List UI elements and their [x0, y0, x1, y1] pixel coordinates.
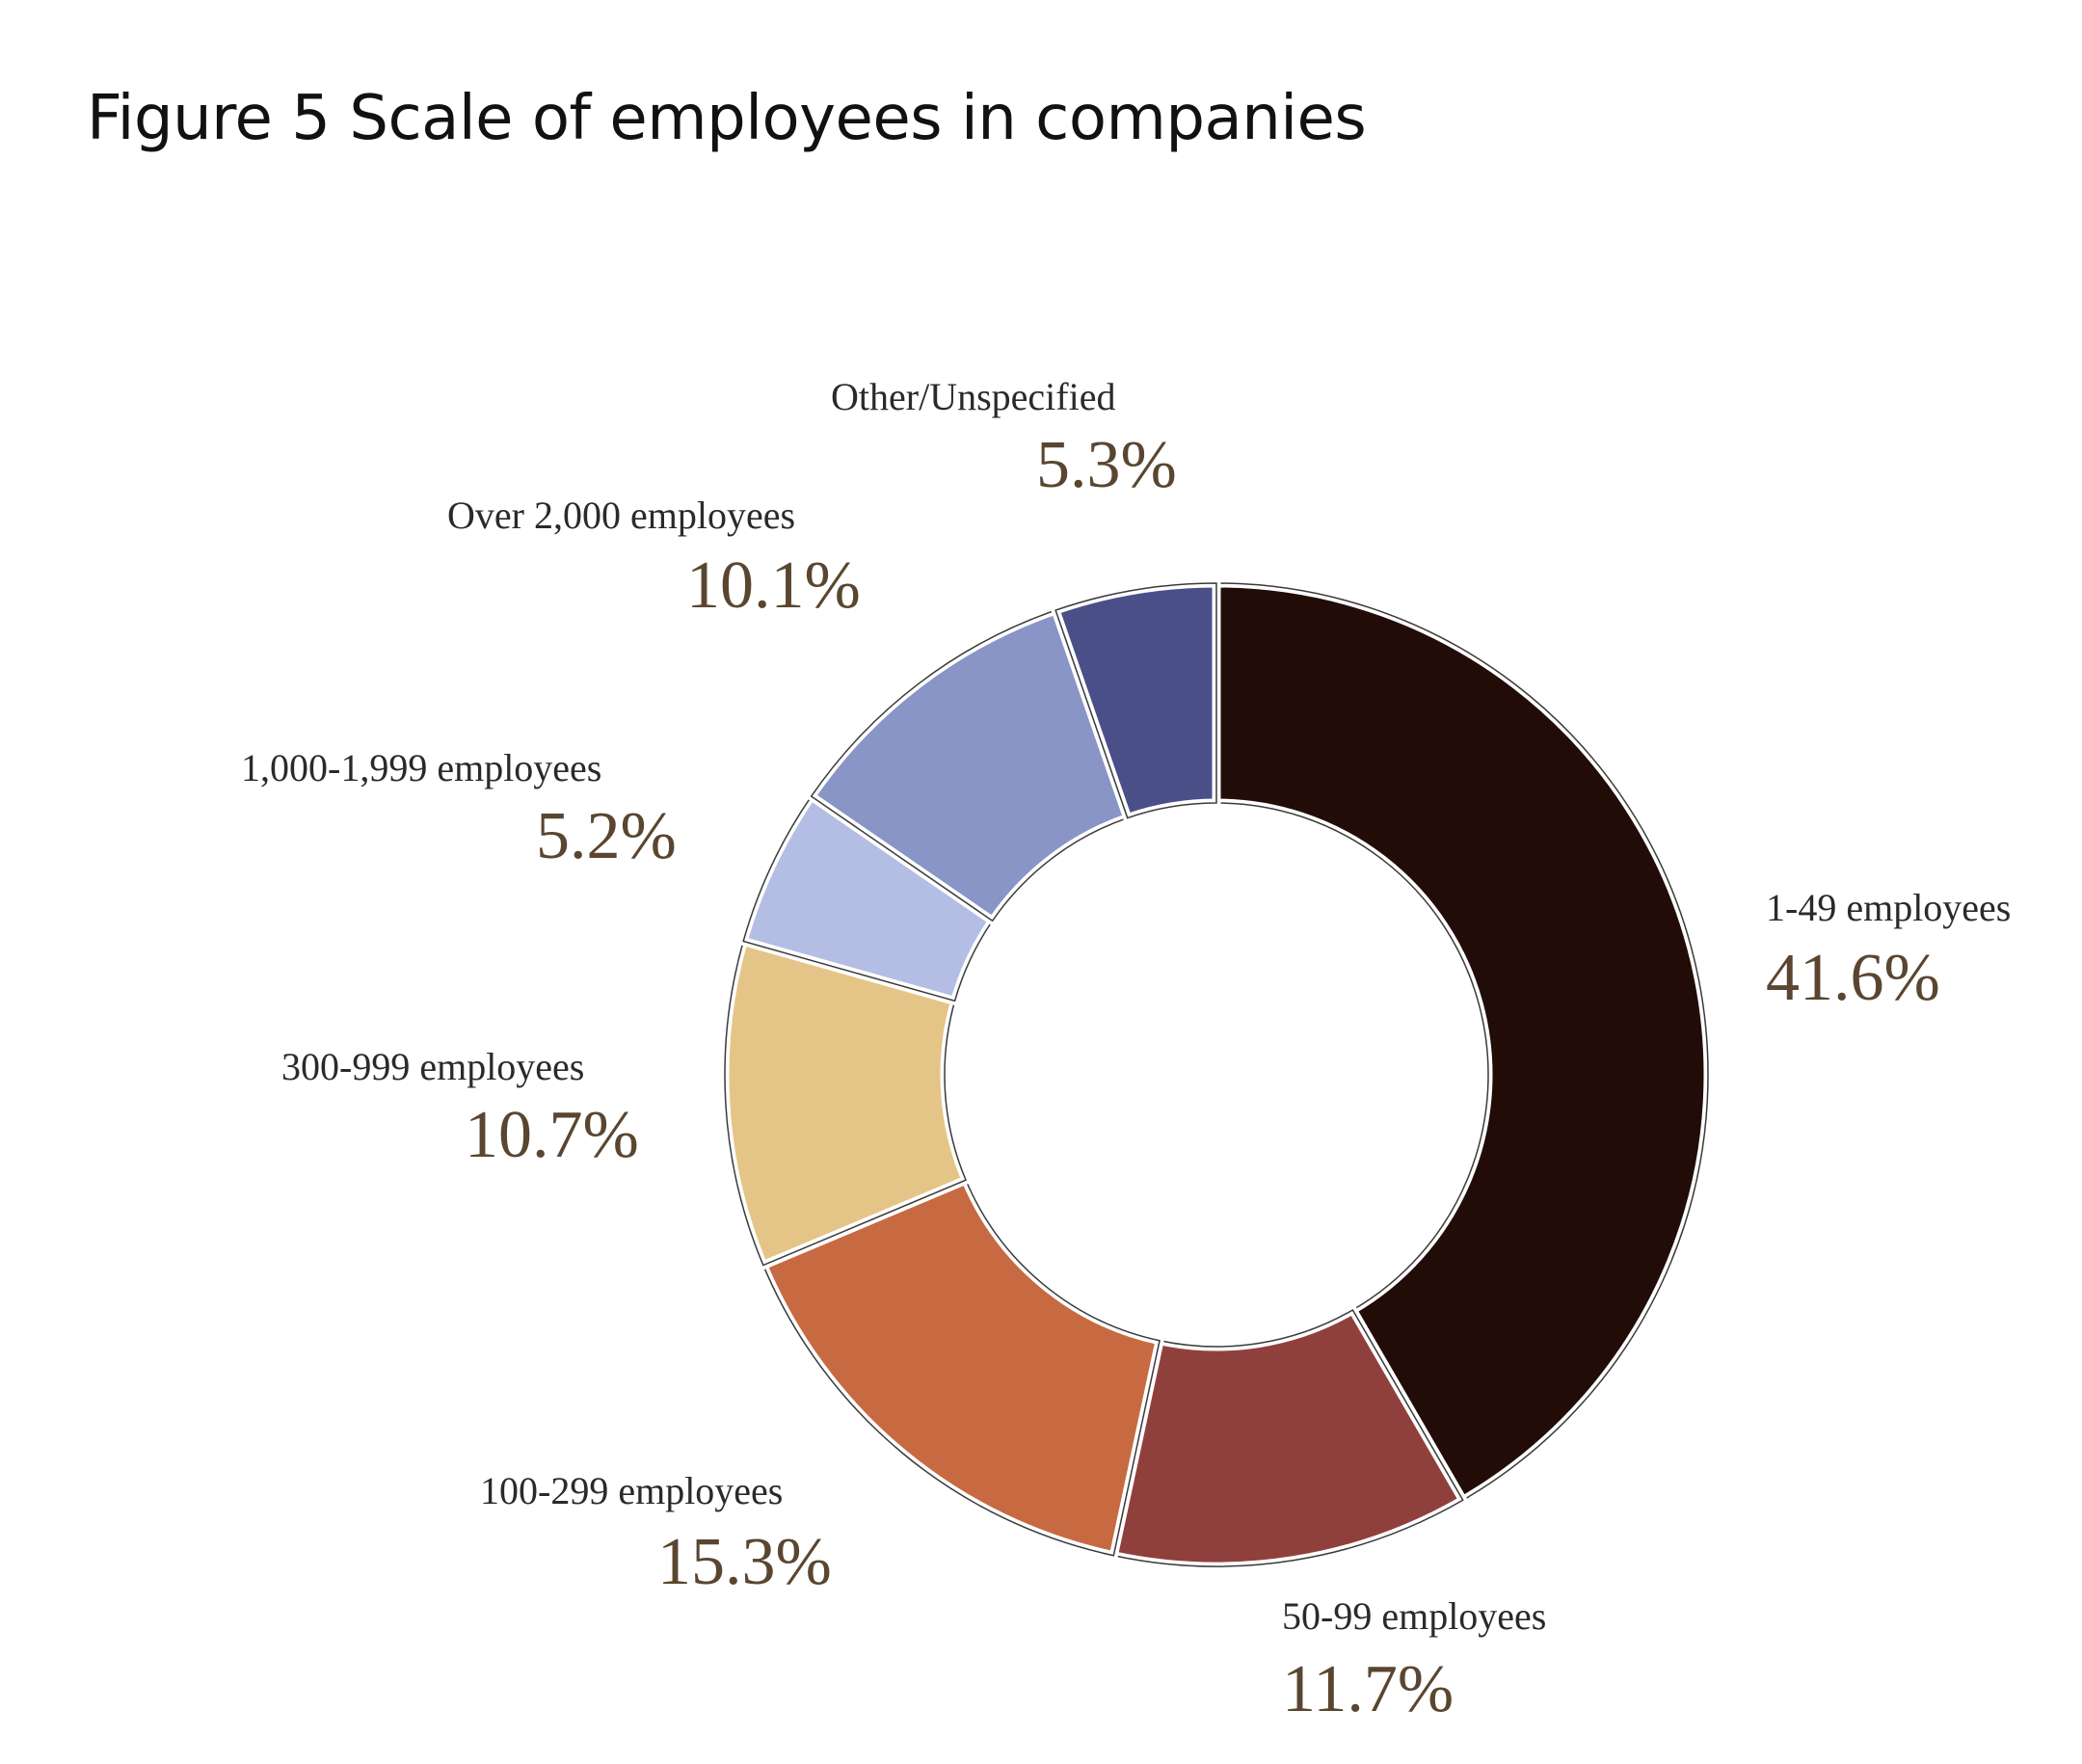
slice-label: 1,000-1,999 employees: [241, 746, 601, 789]
slice-label: Other/Unspecified: [831, 375, 1115, 418]
slice-label: 100-299 employees: [480, 1469, 783, 1512]
donut-slices: [720, 578, 1713, 1571]
slice-labels: 1-49 employees 41.6% 50-99 employees 11.7% 1…: [241, 375, 2011, 1726]
slice-outline: [724, 940, 968, 1267]
slice-outline: [1054, 582, 1217, 819]
slice-label: 300-999 employees: [281, 1045, 584, 1088]
slice-outline: [761, 1179, 1161, 1557]
slice-value: 41.6%: [1766, 941, 1940, 1015]
slice-value: 10.1%: [686, 548, 861, 623]
slice-outline: [1215, 582, 1709, 1502]
slice-outline: [810, 609, 1129, 922]
slice-value: 15.3%: [657, 1525, 832, 1599]
slice-value: 5.2%: [536, 799, 677, 873]
slice-value: 10.7%: [465, 1098, 639, 1172]
slice-label: Over 2,000 employees: [447, 494, 795, 537]
slice-label: 1-49 employees: [1766, 886, 2011, 929]
slice-label: 50-99 employees: [1282, 1594, 1546, 1638]
chart-title: Figure 5 Scale of employees in companies: [87, 83, 1367, 154]
slice-outline: [1112, 1308, 1464, 1567]
slice-value: 11.7%: [1282, 1652, 1454, 1726]
slice-value: 5.3%: [1036, 428, 1177, 502]
